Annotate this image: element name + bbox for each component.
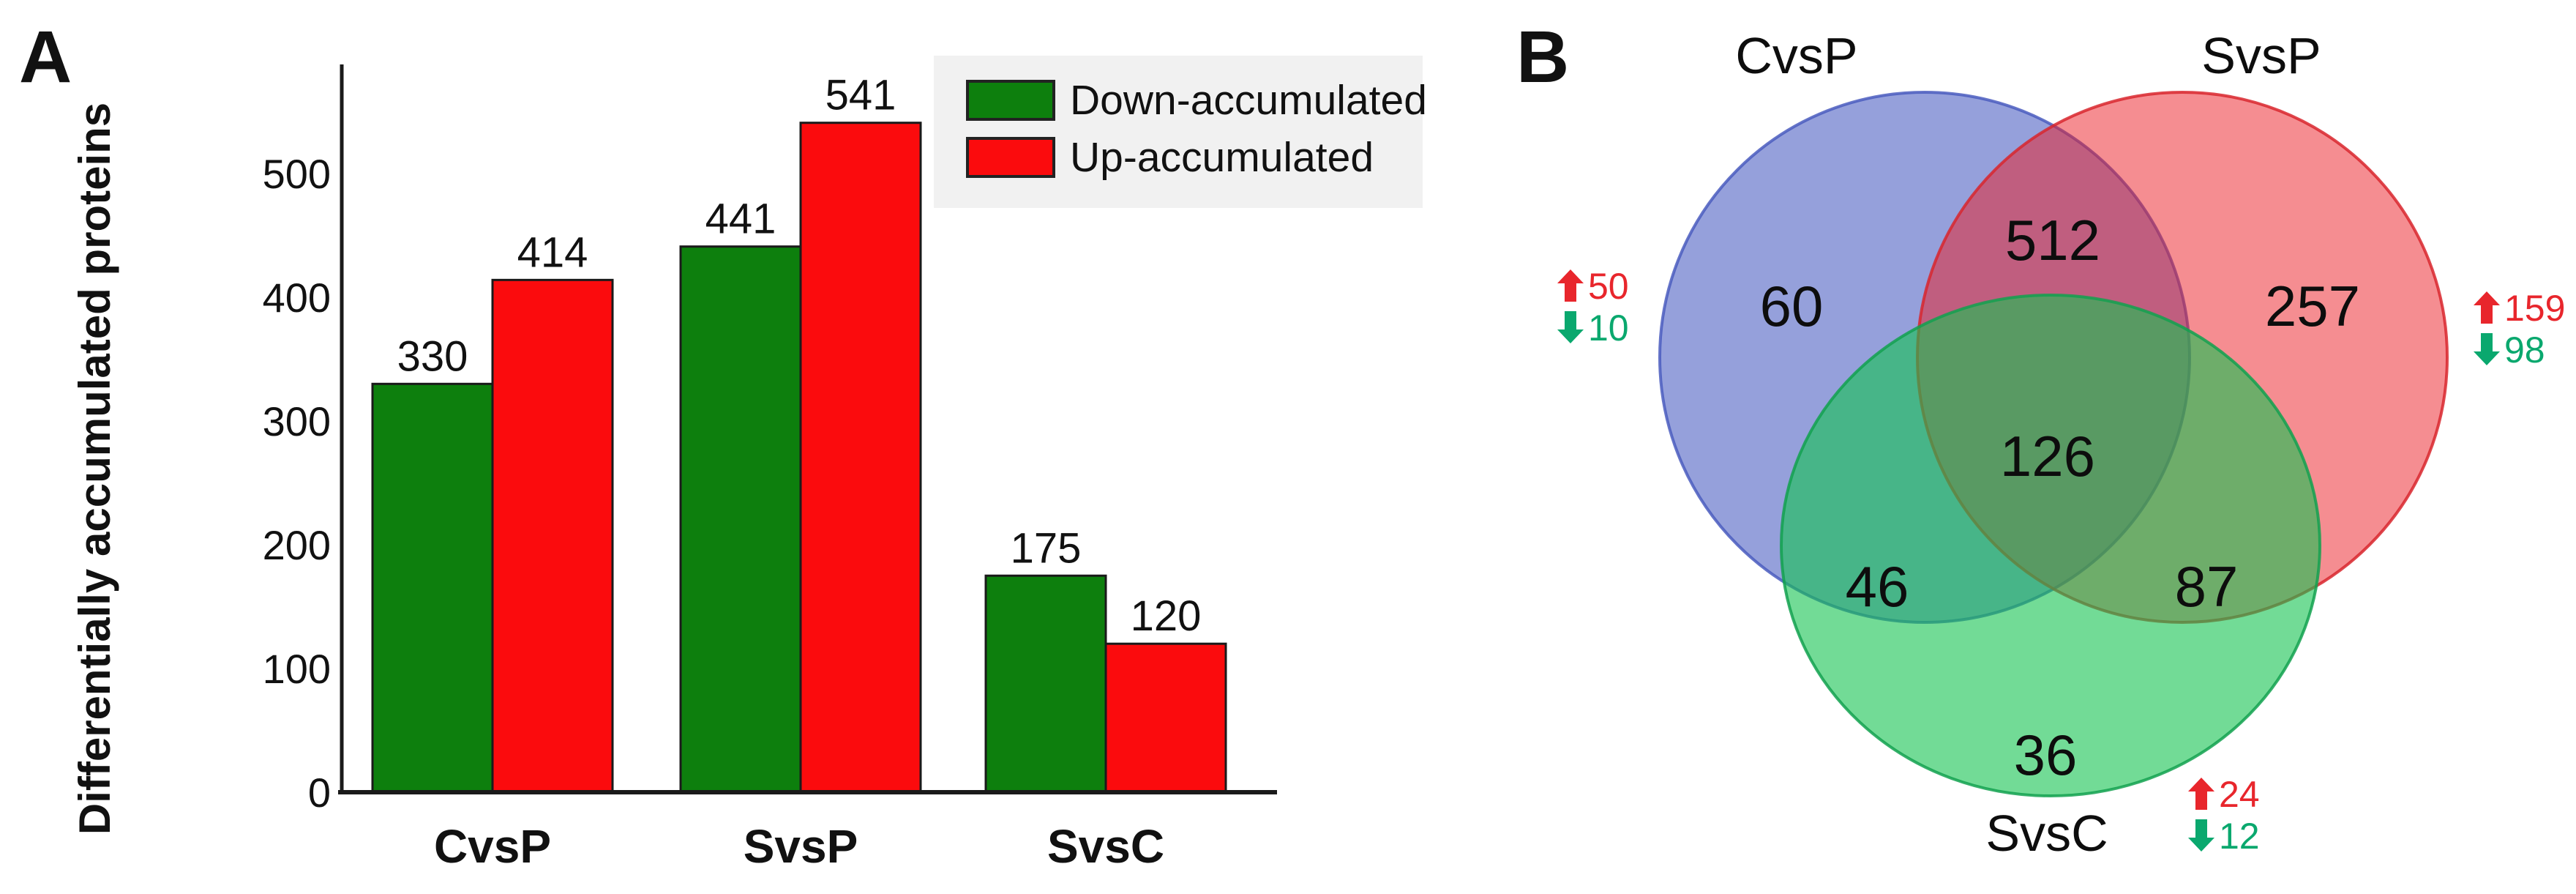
bar-chart: Differentially accumulated proteins 0 100 2… xyxy=(70,64,1277,873)
y-axis-title: Differentially accumulated proteins xyxy=(70,103,119,835)
legend-label-down: Down-accumulated xyxy=(1070,77,1427,124)
legend-item-up: Up-accumulated xyxy=(966,129,1423,186)
y-tick-label: 500 xyxy=(263,151,331,197)
up-accumulated-swatch-icon xyxy=(966,137,1055,178)
venn-count-SvsP-SvsC: 87 xyxy=(2175,554,2239,619)
bar-chart-legend: Down-accumulated Up-accumulated xyxy=(934,56,1427,208)
up-bar-CvsP xyxy=(491,278,614,794)
down-count-SvsC: 12 xyxy=(2219,816,2260,857)
up-bar-SvsP xyxy=(799,122,922,794)
venn-count-SvsC-only: 36 xyxy=(2014,723,2078,787)
down-count-CvsP: 10 xyxy=(1588,308,1629,349)
legend-item-down: Down-accumulated xyxy=(966,72,1427,129)
up-count-SvsC: 24 xyxy=(2219,774,2260,815)
legend-label-up: Up-accumulated xyxy=(1070,134,1374,181)
venn-count-CvsP-only: 60 xyxy=(1760,274,1824,338)
y-tick-label: 200 xyxy=(263,522,331,568)
venn-count-center: 126 xyxy=(2000,424,2095,488)
up-arrow-icon xyxy=(2474,291,2500,324)
venn-count-CvsP-SvsP: 512 xyxy=(2005,208,2100,272)
bar-value-label: 120 xyxy=(1131,592,1202,640)
panel-a-label: A xyxy=(19,16,72,98)
bar-value-label: 541 xyxy=(825,72,896,119)
bar-value-label: 330 xyxy=(397,332,468,380)
down-arrow-icon xyxy=(2474,333,2500,365)
down-count-SvsP: 98 xyxy=(2504,329,2545,370)
up-count-SvsP: 159 xyxy=(2504,288,2565,329)
up-arrow-icon xyxy=(2188,778,2214,810)
y-tick-label: 100 xyxy=(263,646,331,692)
down-bar-SvsC xyxy=(984,574,1107,794)
down-bar-SvsP xyxy=(679,245,802,794)
y-tick-label: 0 xyxy=(308,770,331,816)
down-bar-CvsP xyxy=(371,382,494,794)
venn-set-label-SvsP: SvsP xyxy=(2201,27,2321,84)
up-count-CvsP: 50 xyxy=(1588,266,1629,307)
bar-value-label: 414 xyxy=(517,228,588,276)
x-category-label-CvsP: CvsP xyxy=(434,820,551,873)
up-bar-SvsC xyxy=(1104,642,1227,794)
panel-b-label: B xyxy=(1516,16,1570,98)
down-arrow-icon xyxy=(1557,311,1584,343)
bar-value-label: 441 xyxy=(705,195,776,243)
bar-value-label: 175 xyxy=(1011,524,1082,572)
y-tick-label: 300 xyxy=(263,398,331,444)
venn-set-label-SvsC: SvsC xyxy=(1985,805,2108,862)
up-arrow-icon xyxy=(1557,269,1584,302)
down-accumulated-swatch-icon xyxy=(966,80,1055,121)
down-arrow-icon xyxy=(2188,819,2214,852)
venn-set-label-CvsP: CvsP xyxy=(1735,27,1857,84)
venn-count-CvsP-SvsC: 46 xyxy=(1846,554,1909,619)
y-tick-label: 400 xyxy=(263,275,331,321)
venn-count-SvsP-only: 257 xyxy=(2265,274,2360,338)
venn-circle-SvsC xyxy=(1780,294,2321,797)
x-category-label-SvsP: SvsP xyxy=(744,820,858,873)
x-category-label-SvsC: SvsC xyxy=(1047,820,1164,873)
